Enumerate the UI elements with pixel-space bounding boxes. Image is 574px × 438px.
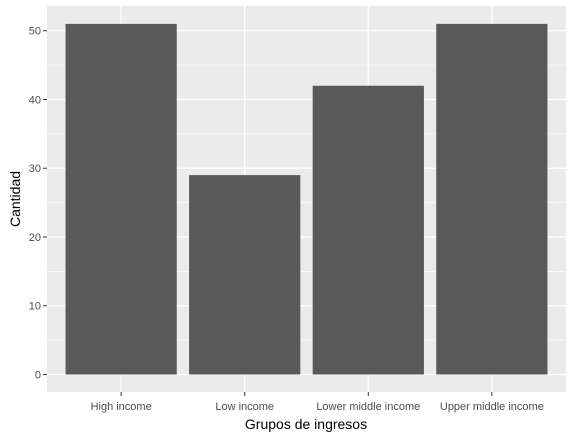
y-tick-label: 20: [29, 232, 41, 244]
bars: [65, 23, 548, 375]
y-tick-label: 0: [35, 369, 41, 381]
x-tick-label: Low income: [215, 401, 274, 413]
y-axis-title: Cantidad: [7, 171, 23, 227]
y-tick-label: 30: [29, 163, 41, 175]
bar: [189, 175, 301, 375]
y-tick-label: 10: [29, 301, 41, 313]
bar: [65, 23, 177, 375]
y-tick-label: 50: [29, 26, 41, 38]
y-tick-label: 40: [29, 94, 41, 106]
x-tick-label: High income: [91, 401, 152, 413]
bar: [312, 85, 424, 375]
x-tick-label: Upper middle income: [440, 401, 544, 413]
bar: [436, 23, 548, 375]
x-tick-label: Lower middle income: [316, 401, 420, 413]
x-axis-title: Grupos de ingresos: [245, 416, 367, 432]
y-axis: 0 10 20 30 40 50: [29, 26, 47, 381]
x-axis: High income Low income Lower middle income…: [91, 392, 544, 413]
